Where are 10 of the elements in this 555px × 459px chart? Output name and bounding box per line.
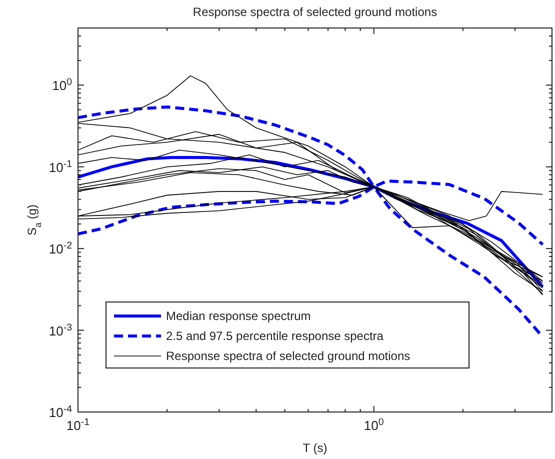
- y-tick-label: 10$^{-4}$: [48, 404, 73, 420]
- y-tick-label: 10$^{-3}$: [48, 322, 72, 338]
- y-tick-label: 10$^{-1}$: [48, 158, 72, 175]
- y-tick-label: 10$^{0}$: [52, 76, 73, 94]
- legend-label: 2.5 and 97.5 percentile response spectra: [166, 329, 384, 343]
- chart-title: Response spectra of selected ground motions: [192, 5, 438, 19]
- x-axis-title: T (s): [302, 441, 328, 455]
- y-tick-label: 10$^{-2}$: [48, 240, 72, 257]
- legend-label: Response spectra of selected ground motions: [166, 349, 410, 363]
- legend-label: Median response spectrum: [166, 309, 311, 323]
